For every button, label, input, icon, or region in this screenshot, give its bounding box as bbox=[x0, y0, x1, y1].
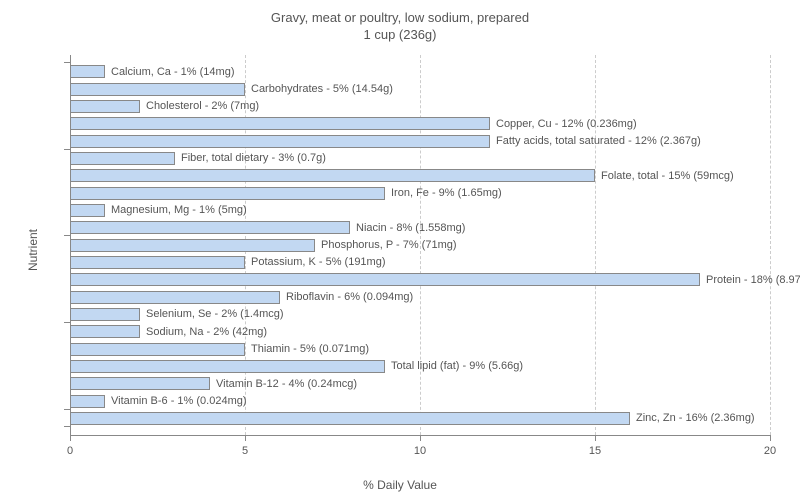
bar-row: Selenium, Se - 2% (1.4mcg) bbox=[70, 308, 770, 321]
y-tick bbox=[64, 409, 70, 410]
y-tick bbox=[64, 235, 70, 236]
bar-label: Carbohydrates - 5% (14.54g) bbox=[245, 83, 393, 95]
bar bbox=[70, 221, 350, 234]
bar bbox=[70, 343, 245, 356]
bar bbox=[70, 412, 630, 425]
bar-label: Total lipid (fat) - 9% (5.66g) bbox=[385, 360, 523, 372]
title-line-2: 1 cup (236g) bbox=[364, 27, 437, 42]
bar-label: Folate, total - 15% (59mcg) bbox=[595, 170, 734, 182]
bar-label: Niacin - 8% (1.558mg) bbox=[350, 222, 465, 234]
bar-row: Thiamin - 5% (0.071mg) bbox=[70, 343, 770, 356]
bar-label: Copper, Cu - 12% (0.236mg) bbox=[490, 118, 637, 130]
bar-row: Cholesterol - 2% (7mg) bbox=[70, 100, 770, 113]
chart-title: Gravy, meat or poultry, low sodium, prep… bbox=[0, 0, 800, 44]
bar bbox=[70, 100, 140, 113]
bar-row: Phosphorus, P - 7% (71mg) bbox=[70, 239, 770, 252]
bar bbox=[70, 65, 105, 78]
bar-row: Copper, Cu - 12% (0.236mg) bbox=[70, 117, 770, 130]
bar-row: Zinc, Zn - 16% (2.36mg) bbox=[70, 412, 770, 425]
x-tick bbox=[245, 435, 246, 441]
bar bbox=[70, 135, 490, 148]
bar-label: Vitamin B-6 - 1% (0.024mg) bbox=[105, 395, 247, 407]
chart-container: Gravy, meat or poultry, low sodium, prep… bbox=[0, 0, 800, 500]
bar-label: Potassium, K - 5% (191mg) bbox=[245, 256, 386, 268]
bar bbox=[70, 325, 140, 338]
bar bbox=[70, 273, 700, 286]
bar-label: Thiamin - 5% (0.071mg) bbox=[245, 343, 369, 355]
bar-row: Potassium, K - 5% (191mg) bbox=[70, 256, 770, 269]
bar-row: Folate, total - 15% (59mcg) bbox=[70, 169, 770, 182]
bar bbox=[70, 83, 245, 96]
bar-row: Calcium, Ca - 1% (14mg) bbox=[70, 65, 770, 78]
bar-label: Vitamin B-12 - 4% (0.24mcg) bbox=[210, 378, 357, 390]
bar-row: Fiber, total dietary - 3% (0.7g) bbox=[70, 152, 770, 165]
x-axis-label: % Daily Value bbox=[363, 478, 437, 492]
x-tick-label: 15 bbox=[589, 445, 601, 457]
bar-row: Riboflavin - 6% (0.094mg) bbox=[70, 291, 770, 304]
bar-label: Cholesterol - 2% (7mg) bbox=[140, 100, 259, 112]
bar-label: Riboflavin - 6% (0.094mg) bbox=[280, 291, 413, 303]
bar-row: Sodium, Na - 2% (42mg) bbox=[70, 325, 770, 338]
bar bbox=[70, 117, 490, 130]
bar bbox=[70, 256, 245, 269]
y-tick bbox=[64, 62, 70, 63]
bar bbox=[70, 377, 210, 390]
bar bbox=[70, 152, 175, 165]
bar bbox=[70, 360, 385, 373]
bar-label: Sodium, Na - 2% (42mg) bbox=[140, 326, 267, 338]
bar-label: Selenium, Se - 2% (1.4mcg) bbox=[140, 308, 284, 320]
y-tick bbox=[64, 322, 70, 323]
bar bbox=[70, 291, 280, 304]
bar bbox=[70, 239, 315, 252]
x-tick bbox=[595, 435, 596, 441]
title-line-1: Gravy, meat or poultry, low sodium, prep… bbox=[271, 10, 529, 25]
y-tick bbox=[64, 426, 70, 427]
plot-area: 05101520Calcium, Ca - 1% (14mg)Carbohydr… bbox=[70, 55, 770, 436]
bar-label: Protein - 18% (8.97g) bbox=[700, 274, 800, 286]
y-axis-label: Nutrient bbox=[26, 229, 40, 271]
bar-row: Total lipid (fat) - 9% (5.66g) bbox=[70, 360, 770, 373]
bar-row: Vitamin B-6 - 1% (0.024mg) bbox=[70, 395, 770, 408]
bar-label: Magnesium, Mg - 1% (5mg) bbox=[105, 204, 247, 216]
x-tick bbox=[770, 435, 771, 441]
bar bbox=[70, 187, 385, 200]
x-tick-label: 10 bbox=[414, 445, 426, 457]
y-tick bbox=[64, 149, 70, 150]
bar-row: Fatty acids, total saturated - 12% (2.36… bbox=[70, 135, 770, 148]
bar bbox=[70, 308, 140, 321]
bar-label: Zinc, Zn - 16% (2.36mg) bbox=[630, 412, 755, 424]
bar bbox=[70, 169, 595, 182]
bar-row: Iron, Fe - 9% (1.65mg) bbox=[70, 187, 770, 200]
x-tick bbox=[70, 435, 71, 441]
x-tick-label: 5 bbox=[242, 445, 248, 457]
bar-label: Calcium, Ca - 1% (14mg) bbox=[105, 66, 234, 78]
x-tick bbox=[420, 435, 421, 441]
x-tick-label: 20 bbox=[764, 445, 776, 457]
bar-row: Carbohydrates - 5% (14.54g) bbox=[70, 83, 770, 96]
gridline bbox=[770, 55, 771, 435]
x-tick-label: 0 bbox=[67, 445, 73, 457]
bar-label: Phosphorus, P - 7% (71mg) bbox=[315, 239, 457, 251]
bar-row: Vitamin B-12 - 4% (0.24mcg) bbox=[70, 377, 770, 390]
bar-label: Fiber, total dietary - 3% (0.7g) bbox=[175, 152, 326, 164]
bar-row: Magnesium, Mg - 1% (5mg) bbox=[70, 204, 770, 217]
bar-row: Protein - 18% (8.97g) bbox=[70, 273, 770, 286]
bar-label: Fatty acids, total saturated - 12% (2.36… bbox=[490, 135, 701, 147]
bar bbox=[70, 395, 105, 408]
bar bbox=[70, 204, 105, 217]
bar-row: Niacin - 8% (1.558mg) bbox=[70, 221, 770, 234]
bar-label: Iron, Fe - 9% (1.65mg) bbox=[385, 187, 502, 199]
